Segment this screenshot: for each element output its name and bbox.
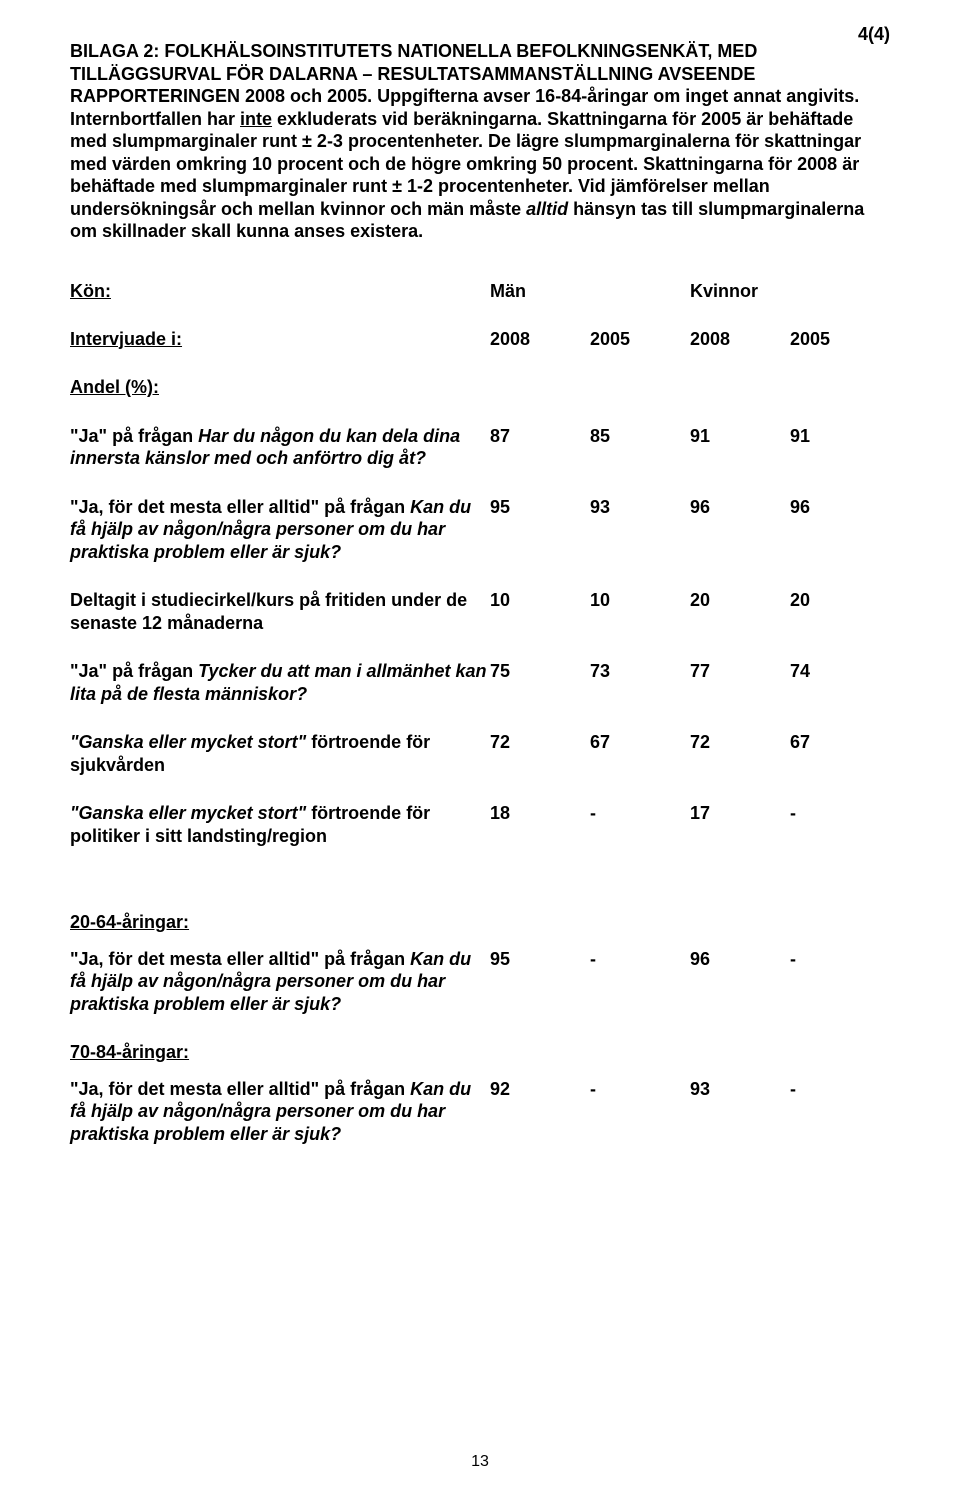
q5-pre: "Ganska eller mycket stort" — [70, 732, 306, 752]
g3-heading: 70-84-åringar: — [70, 1042, 189, 1062]
data-row-5: "Ganska eller mycket stort" förtroende f… — [70, 731, 890, 776]
g2-v0: 95 — [490, 948, 590, 971]
q3-v1: 10 — [590, 589, 690, 612]
q4-pre: "Ja" på frågan — [70, 661, 198, 681]
page-marker: 4(4) — [858, 24, 890, 45]
q1-pre: "Ja" på frågan — [70, 426, 198, 446]
q3-v0: 10 — [490, 589, 590, 612]
footer-page-number: 13 — [471, 1453, 489, 1471]
q1-v3: 91 — [790, 425, 890, 448]
g2-pre: "Ja, för det mesta eller alltid" på fråg… — [70, 949, 410, 969]
g2-v2: 96 — [690, 948, 790, 971]
q6-v0: 18 — [490, 802, 590, 825]
q4-v1: 73 — [590, 660, 690, 683]
kon-label: Kön: — [70, 281, 111, 301]
q2-pre: "Ja, för det mesta eller alltid" på fråg… — [70, 497, 410, 517]
data-row-2: "Ja, för det mesta eller alltid" på fråg… — [70, 496, 890, 564]
kon-kvinnor: Kvinnor — [690, 281, 890, 302]
q5-v2: 72 — [690, 731, 790, 754]
q6-v2: 17 — [690, 802, 790, 825]
q1-v1: 85 — [590, 425, 690, 448]
q6-v1: - — [590, 802, 690, 825]
q2-v3: 96 — [790, 496, 890, 519]
g2-heading: 20-64-åringar: — [70, 912, 189, 932]
header-gender: Kön: Män Kvinnor — [70, 281, 890, 302]
q5-v0: 72 — [490, 731, 590, 754]
data-row-6: "Ganska eller mycket stort" förtroende f… — [70, 802, 890, 847]
q1-v0: 87 — [490, 425, 590, 448]
intervjuade-label: Intervjuade i: — [70, 329, 182, 349]
q6-pre: "Ganska eller mycket stort" — [70, 803, 306, 823]
header-years: Intervjuade i: 2008 2005 2008 2005 — [70, 328, 890, 351]
group-20-64-heading: 20-64-åringar: — [70, 911, 890, 934]
q3-pre: Deltagit i studiecirkel/kurs på fritiden… — [70, 590, 467, 633]
group-20-64-row: "Ja, för det mesta eller alltid" på fråg… — [70, 948, 890, 1016]
q5-v3: 67 — [790, 731, 890, 754]
q2-v2: 96 — [690, 496, 790, 519]
year-col-3: 2005 — [790, 328, 890, 351]
g2-v3: - — [790, 948, 890, 971]
kon-man: Män — [490, 281, 690, 302]
q1-v2: 91 — [690, 425, 790, 448]
group-70-84-heading: 70-84-åringar: — [70, 1041, 890, 1064]
q4-v3: 74 — [790, 660, 890, 683]
q3-v3: 20 — [790, 589, 890, 612]
g3-v0: 92 — [490, 1078, 590, 1101]
q4-v2: 77 — [690, 660, 790, 683]
data-row-4: "Ja" på frågan Tycker du att man i allmä… — [70, 660, 890, 705]
q3-v2: 20 — [690, 589, 790, 612]
g3-v2: 93 — [690, 1078, 790, 1101]
document-page: 4(4) BILAGA 2: FOLKHÄLSOINSTITUTETS NATI… — [0, 0, 960, 1499]
g3-v1: - — [590, 1078, 690, 1101]
q5-v1: 67 — [590, 731, 690, 754]
andel-label: Andel (%): — [70, 377, 159, 397]
q6-v3: - — [790, 802, 890, 825]
group-70-84-row: "Ja, för det mesta eller alltid" på fråg… — [70, 1078, 890, 1146]
g3-v3: - — [790, 1078, 890, 1101]
title-inte: inte — [240, 109, 272, 129]
title-block: BILAGA 2: FOLKHÄLSOINSTITUTETS NATIONELL… — [70, 40, 890, 243]
year-col-2: 2008 — [690, 328, 790, 351]
data-row-1: "Ja" på frågan Har du någon du kan dela … — [70, 425, 890, 470]
g2-v1: - — [590, 948, 690, 971]
q4-v0: 75 — [490, 660, 590, 683]
g3-pre: "Ja, för det mesta eller alltid" på fråg… — [70, 1079, 410, 1099]
andel-label-row: Andel (%): — [70, 376, 890, 399]
title-alltid: alltid — [526, 199, 568, 219]
year-col-1: 2005 — [590, 328, 690, 351]
q2-v0: 95 — [490, 496, 590, 519]
q2-v1: 93 — [590, 496, 690, 519]
data-row-3: Deltagit i studiecirkel/kurs på fritiden… — [70, 589, 890, 634]
year-col-0: 2008 — [490, 328, 590, 351]
